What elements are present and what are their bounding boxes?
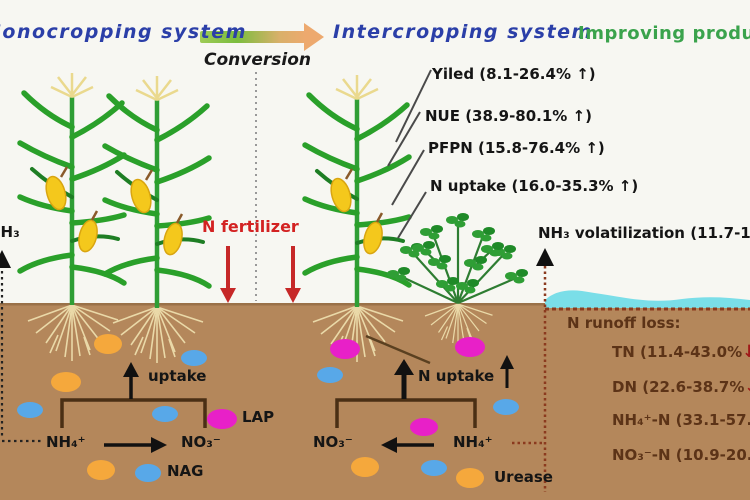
urease-label: Urease — [494, 468, 553, 486]
uptake-label: uptake — [148, 367, 207, 385]
nh4-left-label: NH₄⁺ — [46, 433, 86, 451]
lap-blob — [207, 409, 237, 429]
orange-blob — [87, 460, 115, 480]
blue-blob — [152, 406, 178, 422]
orange-blob — [94, 334, 122, 354]
blue-blob — [421, 460, 447, 476]
conversion-label: Conversion — [204, 50, 311, 70]
yield-label: Yiled (8.1-26.4% ↑) — [432, 65, 596, 83]
conversion-arrow-head — [304, 23, 324, 51]
nag-label: NAG — [167, 462, 204, 480]
lap-label: LAP — [242, 408, 275, 426]
nh3-volatilization-arrow — [512, 248, 554, 445]
outcome-pointer-lines — [387, 69, 432, 239]
down-arrow-icon: ↓ — [744, 377, 750, 397]
nue-label: NUE (38.9-80.1% ↑) — [425, 107, 592, 125]
runoff-item-label: TN (11.4-43.0% — [612, 343, 743, 361]
runoff-item-label: NO₃⁻-N (10.9-20.9 — [612, 446, 750, 464]
blue-blob — [317, 367, 343, 383]
blue-blob — [181, 350, 207, 366]
n-uptake-soil-label: N uptake — [418, 367, 495, 385]
urease-blob — [456, 468, 484, 488]
nag-blob — [135, 464, 161, 482]
magenta-blob — [330, 339, 360, 359]
n-uptake-outcome-label: N uptake (16.0-35.3% ↑) — [430, 177, 639, 195]
pfpn-label: PFPN (15.8-76.4% ↑) — [428, 139, 605, 157]
n-fertilizer-arrow-right — [285, 246, 301, 303]
water-surface — [545, 290, 750, 308]
runoff-item-nh4n: NH₄⁺-N (33.1-57.4 — [612, 411, 750, 430]
nh3-left-label: NH₃ — [0, 223, 20, 241]
improvement-title: Improving produc — [578, 23, 750, 44]
enzyme-blobs — [17, 334, 519, 488]
runoff-item-label: NH₄⁺-N (33.1-57.4 — [612, 411, 750, 429]
nitrification-arrow-left — [104, 437, 167, 453]
runoff-item-no3n: NO₃⁻-N (10.9-20.9 — [612, 446, 750, 465]
conversion-arrow — [200, 31, 306, 43]
nh4-right-label: NH₄⁺ — [453, 433, 493, 451]
soybean-plant — [387, 213, 528, 305]
no3-left-label: NO₃⁻ — [181, 433, 221, 451]
n-fertilizer-label: N fertilizer — [202, 217, 299, 236]
uptake-bracket-right — [335, 398, 477, 428]
blue-blob — [493, 399, 519, 415]
n-uptake-secondary-arrow — [500, 355, 514, 388]
magenta-blob — [410, 418, 438, 436]
uptake-bracket-left — [60, 398, 207, 428]
blue-blob — [17, 402, 43, 418]
nh3-volatilization-label: NH₃ volatilization (11.7-18. — [538, 224, 750, 242]
uptake-arrow-left — [123, 362, 139, 399]
down-arrow-icon: ↓ — [742, 342, 750, 362]
runoff-item-label: DN (22.6-38.7% — [612, 378, 745, 396]
magenta-blob — [455, 337, 485, 357]
n-uptake-arrow-right — [394, 359, 414, 399]
runoff-box-border — [543, 266, 750, 492]
orange-blob — [351, 457, 379, 477]
intercropping-title: Intercropping system — [333, 21, 593, 43]
rhizobia-pointer-line — [365, 334, 431, 365]
runoff-title: N runoff loss: — [567, 314, 681, 332]
monocropping-title: Monocropping system — [0, 21, 247, 43]
nitrification-arrow-right — [381, 437, 434, 453]
orange-blob — [51, 372, 81, 392]
nh3-left-arrow — [0, 250, 41, 443]
runoff-item-dn: DN (22.6-38.7%↓ — [612, 378, 750, 397]
no3-right-label: NO₃⁻ — [313, 433, 353, 451]
runoff-item-tn: TN (11.4-43.0%↓ — [612, 343, 750, 362]
n-fertilizer-arrow-left — [220, 246, 236, 303]
